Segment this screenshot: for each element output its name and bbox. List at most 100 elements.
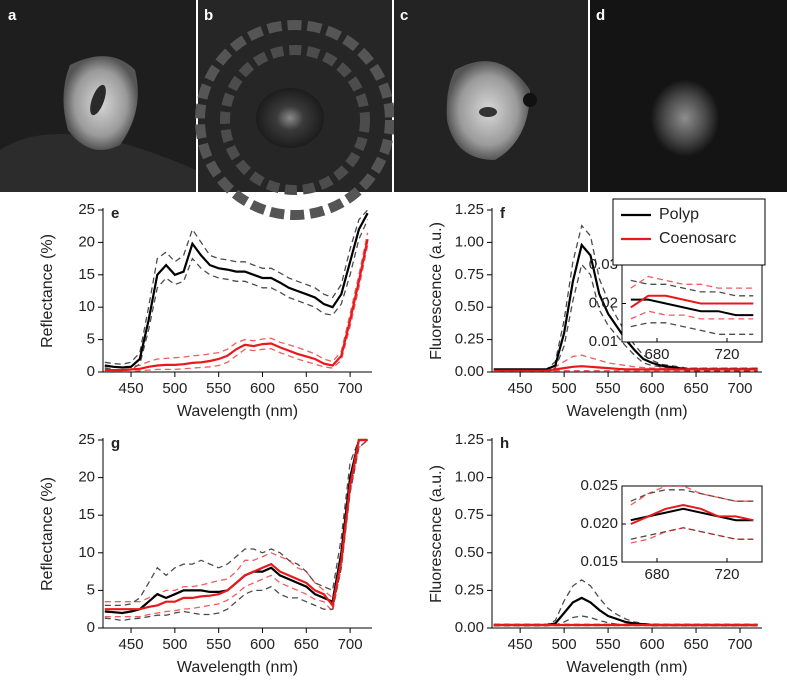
x-tick-label: 500 [162,636,187,653]
x-tick-label: 550 [596,380,621,397]
legend-label: Coenosarc [659,230,736,247]
y-tick-label: 0.50 [455,298,484,315]
y-tick-label: 0.25 [455,581,484,598]
legend-label: Polyp [659,206,699,223]
band-line [630,527,754,544]
x-axis-label: Wavelength (nm) [177,403,298,420]
band-line [630,322,754,335]
series-line [493,365,758,372]
series-line [630,294,754,309]
x-tick-label: 450 [119,636,144,653]
inset-frame [621,485,763,563]
x-tick-label: 450 [508,636,533,653]
series-line [630,503,754,525]
y-tick-label: 0.50 [455,544,484,561]
band-line [104,439,369,622]
inset: 0.01 0.02 0.03 680 720 [589,256,763,363]
y-tick-label: 1.00 [455,233,484,250]
band-line [493,579,758,626]
panel-label: g [111,435,120,452]
x-tick-label: 700 [727,380,752,397]
series-line [104,438,368,611]
series-line [630,298,754,317]
y-tick-label: 15 [78,506,95,523]
y-tick-label: 5 [87,581,95,598]
series-line [104,238,369,372]
panel-label: h [500,435,509,452]
y-tick-label: 1.00 [455,469,484,486]
legend-frame [612,198,766,266]
inset: 0.015 0.020 0.025 680 720 [580,477,763,583]
x-tick-label: 650 [294,380,319,397]
series-line [493,596,758,627]
band-line [104,439,369,618]
y-tick-label: 10 [78,544,95,561]
image-label: b [204,7,213,24]
image-label: a [8,7,17,24]
inset-y-tick-label: 0.01 [589,333,618,350]
photo-d: d [590,0,787,192]
y-tick-label: 20 [78,233,95,250]
y-tick-label: 0 [87,363,95,380]
y-tick-label: 0.00 [455,619,484,636]
x-axis-label: Wavelength (nm) [177,659,298,676]
y-tick-label: 25 [78,431,95,448]
inset-x-tick-label: 680 [644,566,669,583]
x-tick-label: 450 [508,380,533,397]
x-tick-label: 700 [727,636,752,653]
series-line [104,212,369,369]
y-tick-label: 25 [78,201,95,218]
band-line [104,219,369,371]
chart-panel: 0.00 0.25 0.50 0.75 1.00 1.25 450 500 550 600 650 7… [428,198,766,420]
panel-label: f [500,205,506,222]
y-axis-label: Fluorescence (a.u.) [428,222,445,360]
inset-y-tick-label: 0.015 [580,553,618,570]
inset-y-tick-label: 0.025 [580,477,618,494]
band-line [630,279,754,297]
x-tick-label: 650 [684,636,709,653]
x-tick-label: 600 [250,380,275,397]
y-tick-label: 15 [78,266,95,283]
x-tick-label: 600 [640,636,665,653]
inset-x-tick-label: 720 [714,346,739,363]
y-axis-label: Reflectance (%) [39,477,56,591]
band-line [630,310,754,320]
chart-panel: 0 5 10 15 20 25 450 500 550 600 650 700 Wavelength (… [39,431,372,676]
photo-a: a [0,0,196,192]
y-tick-label: 0 [87,619,95,636]
inset-y-tick-label: 0.020 [580,515,618,532]
x-tick-label: 550 [596,636,621,653]
panel-label: e [111,205,119,222]
band-line [104,439,368,607]
band-line [630,275,754,289]
y-tick-label: 5 [87,331,95,348]
y-tick-label: 10 [78,298,95,315]
band-line [104,209,369,365]
inset-x-tick-label: 680 [644,346,669,363]
image-label: c [400,7,408,24]
x-tick-label: 650 [684,380,709,397]
y-axis-label: Fluorescence (a.u.) [428,465,445,603]
x-axis-label: Wavelength (nm) [566,659,687,676]
series-line [104,438,368,615]
y-axis-label: Reflectance (%) [39,234,56,348]
x-tick-label: 650 [294,636,319,653]
x-tick-label: 600 [250,636,275,653]
inset-x-tick-label: 720 [714,566,739,583]
x-tick-label: 700 [338,636,363,653]
x-tick-label: 550 [206,636,231,653]
y-tick-label: 0.00 [455,363,484,380]
y-tick-label: 0.75 [455,506,484,523]
x-axis-label: Wavelength (nm) [566,403,687,420]
image-label: d [596,7,605,24]
y-tick-label: 20 [78,469,95,486]
inset-y-tick-label: 0.03 [589,256,618,273]
legend: Polyp Coenosarc [612,198,766,266]
photo-c: c [394,0,588,192]
photo-b: b [195,0,395,220]
chart-panel: 0 5 10 15 20 25 450 500 550 600 650 700 Wavelength (… [39,201,372,420]
y-tick-label: 0.25 [455,331,484,348]
band-line [104,245,369,372]
inset-y-tick-label: 0.02 [589,294,618,311]
